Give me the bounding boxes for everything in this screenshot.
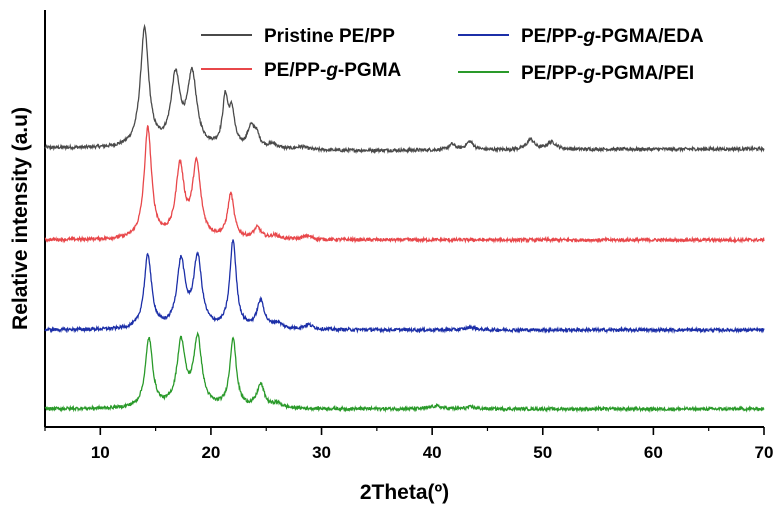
x-axis-title: 2Theta(º) [360,481,449,504]
y-axis-title: Relative intensity (a.u) [9,107,32,330]
x-tick-label: 20 [201,443,220,462]
legend-label: PE/PP-g-PGMA/EDA [521,26,704,47]
x-tick-label: 10 [91,443,110,462]
series-line [44,23,765,155]
legend-label: PE/PP-g-PGMA/PEI [521,63,694,84]
x-tick-label: 60 [644,443,663,462]
x-tick-label: 30 [312,443,331,462]
x-tick-label: 70 [755,443,774,462]
legend-label: Pristine PE/PP [264,26,395,47]
x-tick-label: 40 [423,443,442,462]
series-line [44,124,765,244]
series-line [44,331,765,414]
legend-label: PE/PP-g-PGMA [264,60,402,81]
series-line [44,239,765,335]
x-tick-label: 50 [533,443,552,462]
